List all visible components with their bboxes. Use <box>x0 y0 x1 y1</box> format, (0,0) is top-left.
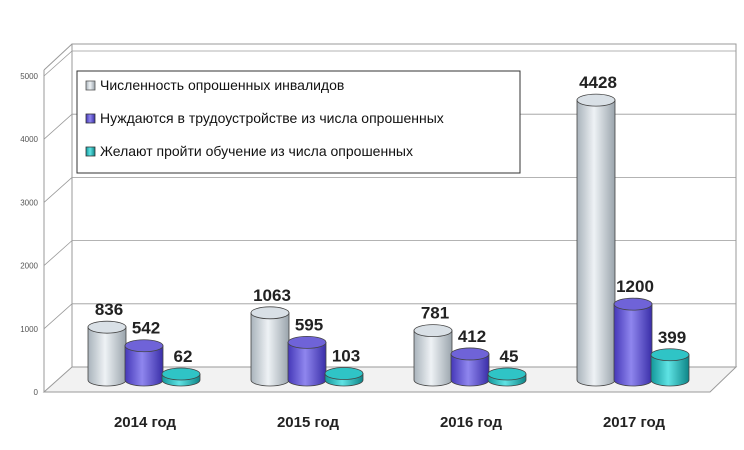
bar-body <box>650 354 690 387</box>
bar-body <box>576 99 616 387</box>
data-label: 62 <box>174 347 193 366</box>
bar <box>287 335 327 387</box>
data-label: 45 <box>500 347 519 366</box>
data-label: 836 <box>95 300 123 319</box>
bar-top <box>287 335 327 349</box>
legend-box <box>76 70 521 174</box>
data-label: 1063 <box>253 286 291 305</box>
bar-top <box>613 297 653 311</box>
bar-top <box>576 93 616 107</box>
bar-body <box>287 341 327 387</box>
category-label: 2014 год <box>114 414 177 431</box>
data-label: 412 <box>458 327 486 346</box>
bar <box>576 93 616 387</box>
data-label: 595 <box>295 315 323 334</box>
bar <box>161 367 201 387</box>
bar <box>124 339 164 387</box>
bar-top <box>487 367 527 381</box>
data-label: 1200 <box>616 277 654 296</box>
bar <box>650 348 690 387</box>
bar-top <box>650 348 690 362</box>
bar <box>450 347 490 387</box>
y-tick-label: 1000 <box>20 325 38 334</box>
category-label: 2017 год <box>603 414 666 431</box>
legend: Численность опрошенных инвалидов Нуждают… <box>76 70 521 174</box>
bar <box>413 324 453 387</box>
bar <box>250 306 290 387</box>
data-label: 542 <box>132 319 160 338</box>
legend-swatch-1 <box>85 113 96 124</box>
data-label: 4428 <box>579 73 617 92</box>
legend-label-2: Желают пройти обучение из числа опрошенн… <box>100 143 413 159</box>
bar-top <box>124 339 164 353</box>
bar-top <box>250 306 290 320</box>
bar-top <box>413 324 453 338</box>
bar <box>487 367 527 387</box>
bar-body <box>250 312 290 387</box>
bar-body <box>87 326 127 387</box>
data-label: 781 <box>421 304 449 323</box>
bar <box>324 367 364 387</box>
gridline <box>43 303 736 330</box>
legend-swatch-0 <box>85 80 96 91</box>
bar-top <box>324 367 364 380</box>
x-axis-categories: 2014 год 2015 год 2016 год 2017 год <box>114 414 666 431</box>
legend-swatch-2 <box>85 146 96 157</box>
data-label: 399 <box>658 328 686 347</box>
bar <box>613 297 653 387</box>
y-tick-label: 5000 <box>20 72 38 81</box>
y-tick-label: 2000 <box>20 262 38 271</box>
bar-body <box>613 303 653 387</box>
gridline <box>43 176 736 203</box>
legend-label-1: Нуждаются в трудоустройстве из числа опр… <box>100 110 444 126</box>
bars <box>87 93 690 387</box>
legend-label-0: Численность опрошенных инвалидов <box>100 77 344 93</box>
chart-floor <box>42 366 738 393</box>
bar-top <box>87 320 127 334</box>
bar-top <box>161 367 201 381</box>
gridline <box>43 50 736 77</box>
y-tick-label: 0 <box>34 388 39 397</box>
y-axis-depth-line <box>43 43 73 71</box>
y-tick-label: 4000 <box>20 135 38 144</box>
category-label: 2016 год <box>440 414 503 431</box>
data-label: 103 <box>332 346 360 365</box>
y-tick-label: 3000 <box>20 198 38 207</box>
y-axis-ticks: 0 1000 2000 3000 4000 5000 <box>20 72 38 397</box>
category-label: 2015 год <box>277 414 340 431</box>
gridline <box>43 240 736 266</box>
bar <box>87 320 127 387</box>
bar-top <box>450 347 490 361</box>
bar-body <box>413 330 453 387</box>
